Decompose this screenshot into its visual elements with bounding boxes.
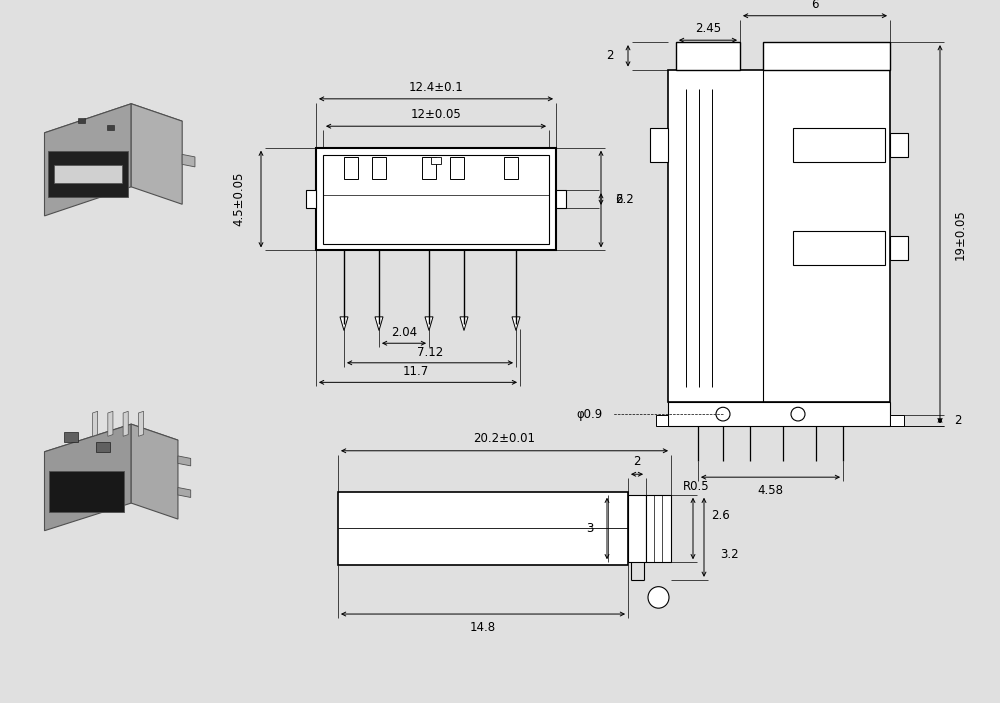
Bar: [656, 415, 668, 426]
Bar: [793, 128, 885, 162]
Bar: [344, 157, 358, 179]
Text: φ0.9: φ0.9: [577, 408, 603, 420]
Text: 3: 3: [587, 522, 594, 535]
Text: 7.12: 7.12: [417, 346, 443, 359]
Bar: [668, 70, 890, 402]
Bar: [422, 157, 436, 179]
Text: 4.58: 4.58: [758, 484, 784, 497]
Bar: [890, 415, 904, 426]
Polygon shape: [123, 411, 128, 437]
Text: 11.7: 11.7: [403, 365, 429, 378]
Text: R0.5: R0.5: [683, 480, 710, 494]
Polygon shape: [131, 104, 182, 205]
Polygon shape: [425, 317, 433, 330]
Polygon shape: [340, 317, 348, 330]
Polygon shape: [44, 104, 131, 216]
Polygon shape: [44, 424, 178, 467]
Bar: [676, 42, 740, 70]
Bar: [431, 157, 441, 165]
Bar: [316, 148, 556, 250]
Bar: [793, 231, 885, 265]
Bar: [372, 157, 386, 179]
Bar: [450, 157, 464, 179]
Bar: [668, 402, 890, 426]
Polygon shape: [78, 118, 85, 123]
Text: 2: 2: [954, 414, 962, 427]
Polygon shape: [178, 456, 191, 466]
Text: 6: 6: [811, 0, 819, 11]
Bar: [338, 492, 628, 565]
Polygon shape: [48, 151, 128, 197]
Text: 14.8: 14.8: [470, 621, 496, 634]
Text: 2: 2: [633, 455, 641, 468]
Text: 2: 2: [606, 49, 614, 63]
Text: 2.04: 2.04: [391, 326, 417, 339]
Bar: [556, 191, 566, 208]
Text: 20.2±0.01: 20.2±0.01: [474, 432, 536, 444]
Text: 6.2: 6.2: [615, 193, 634, 205]
Bar: [650, 128, 668, 162]
Bar: [890, 133, 908, 157]
Text: 3.2: 3.2: [720, 548, 739, 561]
Text: 19±0.05: 19±0.05: [954, 209, 966, 259]
Text: 2: 2: [615, 193, 622, 205]
Text: 12±0.05: 12±0.05: [411, 108, 461, 121]
Bar: [763, 42, 890, 70]
Text: 4.5±0.05: 4.5±0.05: [232, 172, 246, 226]
Polygon shape: [54, 165, 122, 183]
Bar: [504, 157, 518, 179]
Bar: [323, 155, 549, 243]
Polygon shape: [108, 411, 113, 437]
Polygon shape: [96, 442, 110, 452]
Text: 2.6: 2.6: [711, 508, 730, 522]
Bar: [306, 191, 316, 208]
Polygon shape: [375, 317, 383, 330]
Text: 2.45: 2.45: [695, 22, 721, 35]
Bar: [628, 495, 646, 562]
Polygon shape: [182, 155, 195, 167]
Polygon shape: [131, 424, 178, 519]
Polygon shape: [512, 317, 520, 330]
Polygon shape: [107, 124, 114, 130]
Polygon shape: [178, 487, 191, 498]
Bar: [890, 236, 908, 260]
Polygon shape: [64, 432, 78, 442]
Polygon shape: [460, 317, 468, 330]
Ellipse shape: [648, 587, 669, 608]
Polygon shape: [49, 471, 124, 512]
Polygon shape: [93, 411, 98, 437]
Polygon shape: [44, 424, 131, 531]
Polygon shape: [44, 104, 182, 150]
Bar: [646, 495, 671, 562]
Polygon shape: [138, 411, 144, 437]
Text: 12.4±0.1: 12.4±0.1: [409, 81, 463, 93]
